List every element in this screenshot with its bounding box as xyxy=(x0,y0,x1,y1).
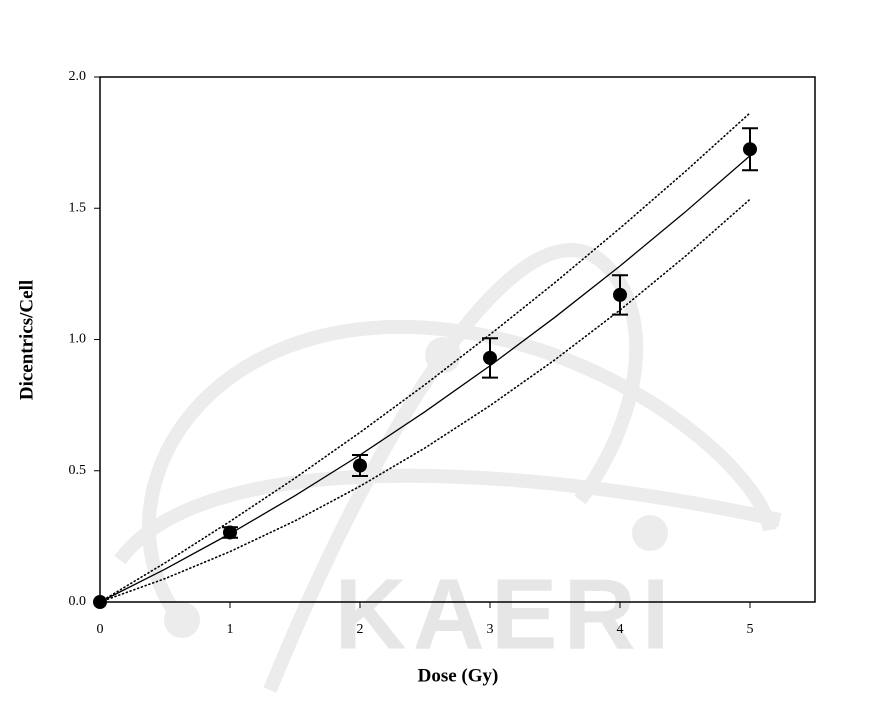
watermark-art xyxy=(114,243,782,693)
x-tick-label: 4 xyxy=(617,622,624,637)
y-tick-label: 0.5 xyxy=(69,463,87,478)
data-point xyxy=(483,350,497,365)
fit-line xyxy=(99,198,751,603)
y-tick-label: 1.5 xyxy=(69,200,87,215)
x-axis-label: Dose (Gy) xyxy=(418,665,499,686)
data-point xyxy=(613,287,627,302)
data-point xyxy=(353,458,367,473)
fit-line xyxy=(99,155,751,603)
y-tick-label: 2.0 xyxy=(69,69,87,84)
x-tick-label: 0 xyxy=(97,622,104,637)
x-tick-label: 2 xyxy=(357,622,364,637)
data-point xyxy=(93,595,107,609)
orbit xyxy=(141,320,777,625)
orbit-dot xyxy=(425,337,461,373)
orbit xyxy=(263,243,644,693)
orbit xyxy=(114,468,782,565)
orbit-dot xyxy=(632,515,668,551)
data-point xyxy=(743,142,757,157)
data-point xyxy=(223,525,237,540)
x-tick-label: 1 xyxy=(227,622,234,637)
x-tick-label: 5 xyxy=(747,622,754,637)
watermark: KAERI xyxy=(334,558,675,670)
y-tick-label: 1.0 xyxy=(69,332,87,347)
orbit-dot xyxy=(164,602,200,638)
fit-line xyxy=(99,112,751,603)
y-tick-label: 0.0 xyxy=(69,594,87,609)
x-tick-label: 3 xyxy=(487,622,494,637)
y-axis-label: Dicentrics/Cell xyxy=(16,280,37,400)
